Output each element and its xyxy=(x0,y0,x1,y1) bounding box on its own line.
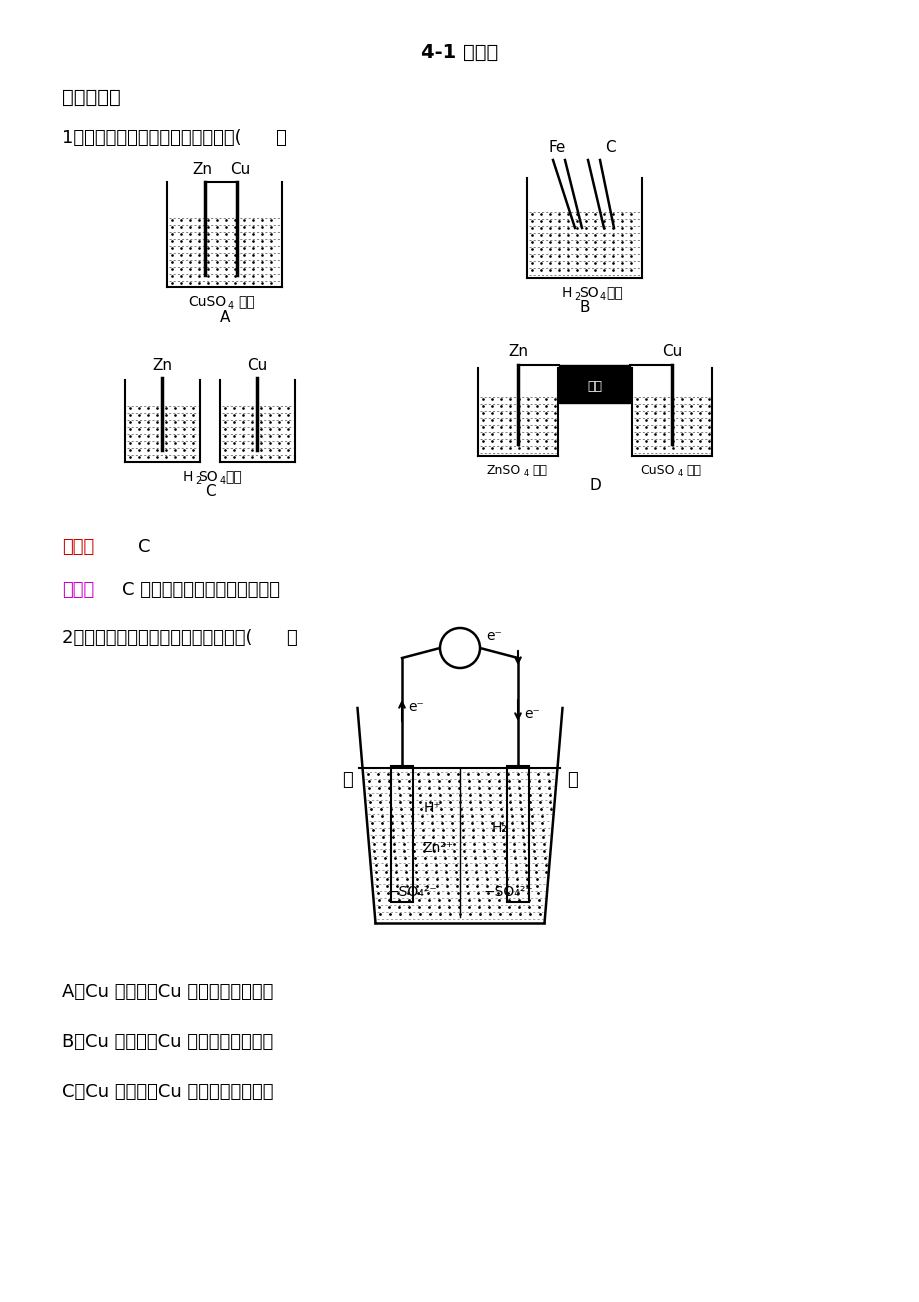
Text: e⁻: e⁻ xyxy=(407,700,424,713)
Text: A: A xyxy=(220,310,230,324)
Text: 溶液: 溶液 xyxy=(532,464,547,477)
Text: H: H xyxy=(183,470,193,484)
Text: 溶液: 溶液 xyxy=(606,286,623,299)
Text: C: C xyxy=(204,484,215,500)
Text: e⁻: e⁻ xyxy=(524,707,539,721)
Circle shape xyxy=(439,628,480,668)
Text: Zn²⁺: Zn²⁺ xyxy=(422,841,453,855)
Text: C．Cu 为负极，Cu 片上发生还原反应: C．Cu 为负极，Cu 片上发生还原反应 xyxy=(62,1083,273,1101)
Text: A: A xyxy=(454,641,465,658)
Text: Cu: Cu xyxy=(230,161,250,177)
Text: 4-1 原电池: 4-1 原电池 xyxy=(421,43,498,61)
Text: H⁺: H⁺ xyxy=(423,801,440,815)
Text: 铜: 铜 xyxy=(566,771,577,789)
Text: 2．如图所示装置，下列说法正确的是(      ）: 2．如图所示装置，下列说法正确的是( ） xyxy=(62,629,298,647)
Text: −SO₄²⁻: −SO₄²⁻ xyxy=(387,885,437,898)
Text: CuSO: CuSO xyxy=(640,464,675,477)
Text: ZnSO: ZnSO xyxy=(486,464,520,477)
Text: 4: 4 xyxy=(599,292,606,302)
Text: B．Cu 为正极，Cu 片上发生氧化反应: B．Cu 为正极，Cu 片上发生氧化反应 xyxy=(62,1032,273,1051)
Text: e⁻: e⁻ xyxy=(485,629,502,643)
Text: Zn: Zn xyxy=(507,345,528,359)
Text: 1．下列装置不可以组成原电池的是(      ）: 1．下列装置不可以组成原电池的是( ） xyxy=(62,129,287,147)
Text: Zn: Zn xyxy=(192,161,211,177)
Text: 溶液: 溶液 xyxy=(238,296,255,309)
Text: 4: 4 xyxy=(228,301,233,311)
Text: 溶液: 溶液 xyxy=(225,470,242,484)
Text: Cu: Cu xyxy=(247,358,267,374)
Text: Zn: Zn xyxy=(153,358,173,374)
Text: 2: 2 xyxy=(195,477,201,486)
Text: A．Cu 为正极，Cu 片上发生还原反应: A．Cu 为正极，Cu 片上发生还原反应 xyxy=(62,983,273,1001)
Text: 4: 4 xyxy=(523,470,528,479)
Text: H: H xyxy=(562,286,572,299)
Text: CuSO: CuSO xyxy=(187,296,226,309)
Text: 盐桥: 盐桥 xyxy=(587,379,602,392)
Text: SO: SO xyxy=(198,470,218,484)
Text: Fe: Fe xyxy=(548,141,565,155)
Text: Cu: Cu xyxy=(661,345,681,359)
Bar xyxy=(391,766,413,902)
Text: −SO₄²⁻: −SO₄²⁻ xyxy=(482,885,532,898)
Text: C: C xyxy=(604,141,615,155)
Text: D: D xyxy=(588,479,600,493)
Text: 一、选择题: 一、选择题 xyxy=(62,87,120,107)
Text: 4: 4 xyxy=(220,477,226,486)
Text: 锌: 锌 xyxy=(342,771,353,789)
Text: B: B xyxy=(579,301,590,315)
Text: H₂: H₂ xyxy=(492,822,507,835)
Text: 溶液: 溶液 xyxy=(686,464,701,477)
Bar xyxy=(506,766,528,902)
Text: 2: 2 xyxy=(573,292,580,302)
Text: 答案：: 答案： xyxy=(62,538,94,556)
Bar xyxy=(559,365,630,404)
Text: 点拨：: 点拨： xyxy=(62,581,94,599)
Text: SO: SO xyxy=(579,286,598,299)
Text: C: C xyxy=(138,538,151,556)
Text: C 中的装置不能形成闭合回路。: C 中的装置不能形成闭合回路。 xyxy=(122,581,279,599)
Text: 4: 4 xyxy=(676,470,682,479)
